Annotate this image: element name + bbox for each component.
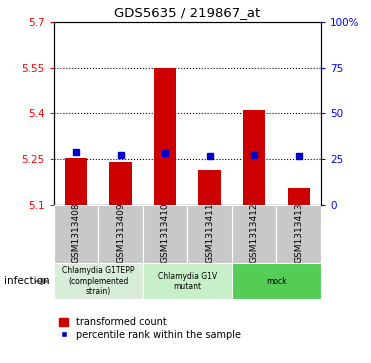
Title: GDS5635 / 219867_at: GDS5635 / 219867_at bbox=[114, 6, 260, 19]
Text: Chlamydia G1V
mutant: Chlamydia G1V mutant bbox=[158, 272, 217, 291]
Bar bbox=[187, 205, 232, 263]
Text: GSM1313413: GSM1313413 bbox=[294, 203, 303, 263]
Text: GSM1313410: GSM1313410 bbox=[161, 203, 170, 263]
Text: GSM1313408: GSM1313408 bbox=[72, 203, 81, 263]
Bar bbox=[98, 205, 143, 263]
Text: infection: infection bbox=[4, 276, 49, 286]
Bar bbox=[65, 158, 87, 205]
Text: Chlamydia G1TEPP
(complemented
strain): Chlamydia G1TEPP (complemented strain) bbox=[62, 266, 135, 296]
Bar bbox=[109, 162, 132, 205]
Bar bbox=[54, 205, 98, 263]
Legend: transformed count, percentile rank within the sample: transformed count, percentile rank withi… bbox=[59, 317, 241, 340]
Bar bbox=[288, 188, 310, 205]
Bar bbox=[232, 263, 321, 299]
Text: mock: mock bbox=[266, 277, 287, 286]
Text: GSM1313411: GSM1313411 bbox=[205, 203, 214, 263]
Bar bbox=[276, 205, 321, 263]
Bar bbox=[143, 205, 187, 263]
Bar bbox=[54, 263, 143, 299]
Bar bbox=[154, 68, 176, 205]
Text: GSM1313409: GSM1313409 bbox=[116, 203, 125, 263]
Bar bbox=[232, 205, 276, 263]
Bar bbox=[143, 263, 232, 299]
Bar bbox=[243, 110, 265, 205]
Bar bbox=[198, 170, 221, 205]
Text: GSM1313412: GSM1313412 bbox=[250, 203, 259, 263]
